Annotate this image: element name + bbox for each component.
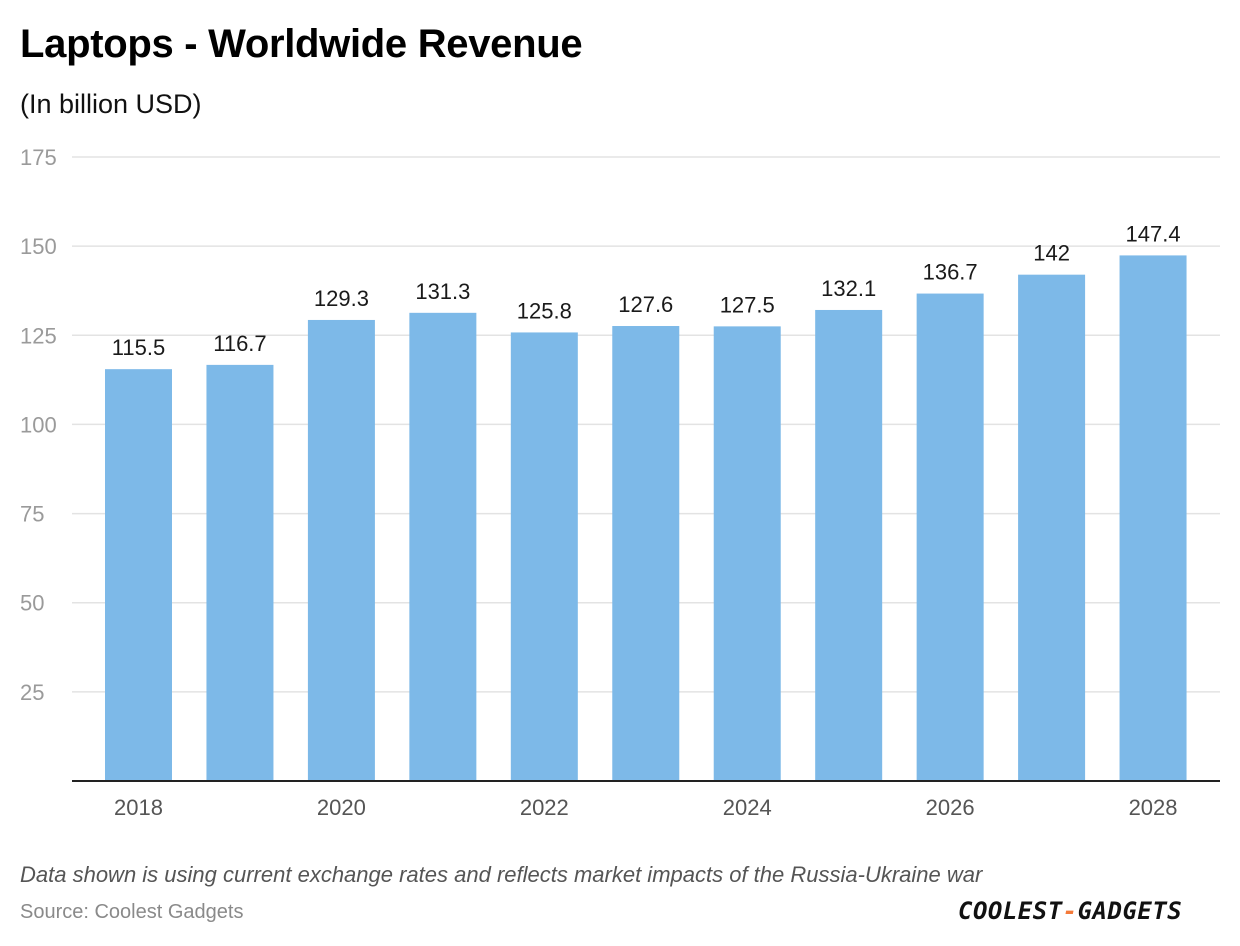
bar-2028 bbox=[1119, 255, 1187, 782]
bar-2022 bbox=[510, 332, 578, 781]
data-label-2018: 115.5 bbox=[112, 335, 165, 360]
bar-2018 bbox=[105, 369, 172, 781]
x-tick-label-2026: 2026 bbox=[926, 795, 975, 820]
data-label-2021: 131.3 bbox=[415, 279, 470, 304]
bar-2025 bbox=[815, 309, 883, 781]
y-tick-label: 50 bbox=[20, 591, 44, 616]
chart-title: Laptops - Worldwide Revenue bbox=[20, 22, 583, 66]
bar-2026 bbox=[916, 293, 984, 781]
logo-text-right: GADGETS bbox=[1077, 897, 1183, 925]
bar-2024 bbox=[713, 326, 781, 781]
bar-2023 bbox=[612, 326, 680, 781]
y-tick-label: 125 bbox=[20, 323, 57, 348]
y-tick-label: 100 bbox=[20, 412, 57, 437]
y-axis-ticks: 25 50 75 100 125 150 175 bbox=[20, 145, 57, 705]
data-label-2028: 147.4 bbox=[1126, 221, 1181, 246]
bar-2021 bbox=[409, 312, 477, 781]
data-label-2024: 127.5 bbox=[720, 292, 775, 317]
y-tick-label: 75 bbox=[20, 502, 44, 527]
brand-logo: COOLEST-GADGETS bbox=[958, 897, 1182, 925]
bar-2019 bbox=[206, 364, 274, 781]
data-label-2027: 142 bbox=[1033, 241, 1070, 266]
logo-dash: - bbox=[1062, 897, 1078, 925]
x-tick-label-2022: 2022 bbox=[520, 795, 569, 820]
x-tick-label-2028: 2028 bbox=[1129, 795, 1178, 820]
data-label-2025: 132.1 bbox=[821, 276, 876, 301]
bar-2020 bbox=[307, 319, 375, 781]
logo-text-left: COOLEST bbox=[958, 897, 1063, 925]
source-text: Source: Coolest Gadgets bbox=[20, 901, 244, 923]
bars bbox=[105, 255, 1187, 782]
x-tick-label-2018: 2018 bbox=[114, 795, 163, 820]
bar-2027 bbox=[1018, 274, 1086, 781]
x-axis-ticks: 2018 2020 2022 2024 2026 2028 bbox=[114, 795, 1177, 820]
x-tick-label-2020: 2020 bbox=[317, 795, 366, 820]
y-tick-label: 25 bbox=[20, 680, 44, 705]
data-label-2023: 127.6 bbox=[618, 292, 673, 317]
data-label-2019: 116.7 bbox=[213, 331, 266, 356]
data-label-2022: 125.8 bbox=[517, 298, 572, 323]
y-tick-label: 175 bbox=[20, 145, 57, 170]
y-tick-label: 150 bbox=[20, 234, 57, 259]
footnote: Data shown is using current exchange rat… bbox=[20, 862, 983, 887]
x-tick-label-2024: 2024 bbox=[723, 795, 772, 820]
data-label-2020: 129.3 bbox=[314, 286, 369, 311]
data-label-2026: 136.7 bbox=[923, 260, 978, 285]
data-labels: 115.5 116.7 129.3 131.3 125.8 127.6 127.5 132.1… bbox=[112, 221, 1181, 360]
chart-subtitle: (In billion USD) bbox=[20, 89, 202, 119]
